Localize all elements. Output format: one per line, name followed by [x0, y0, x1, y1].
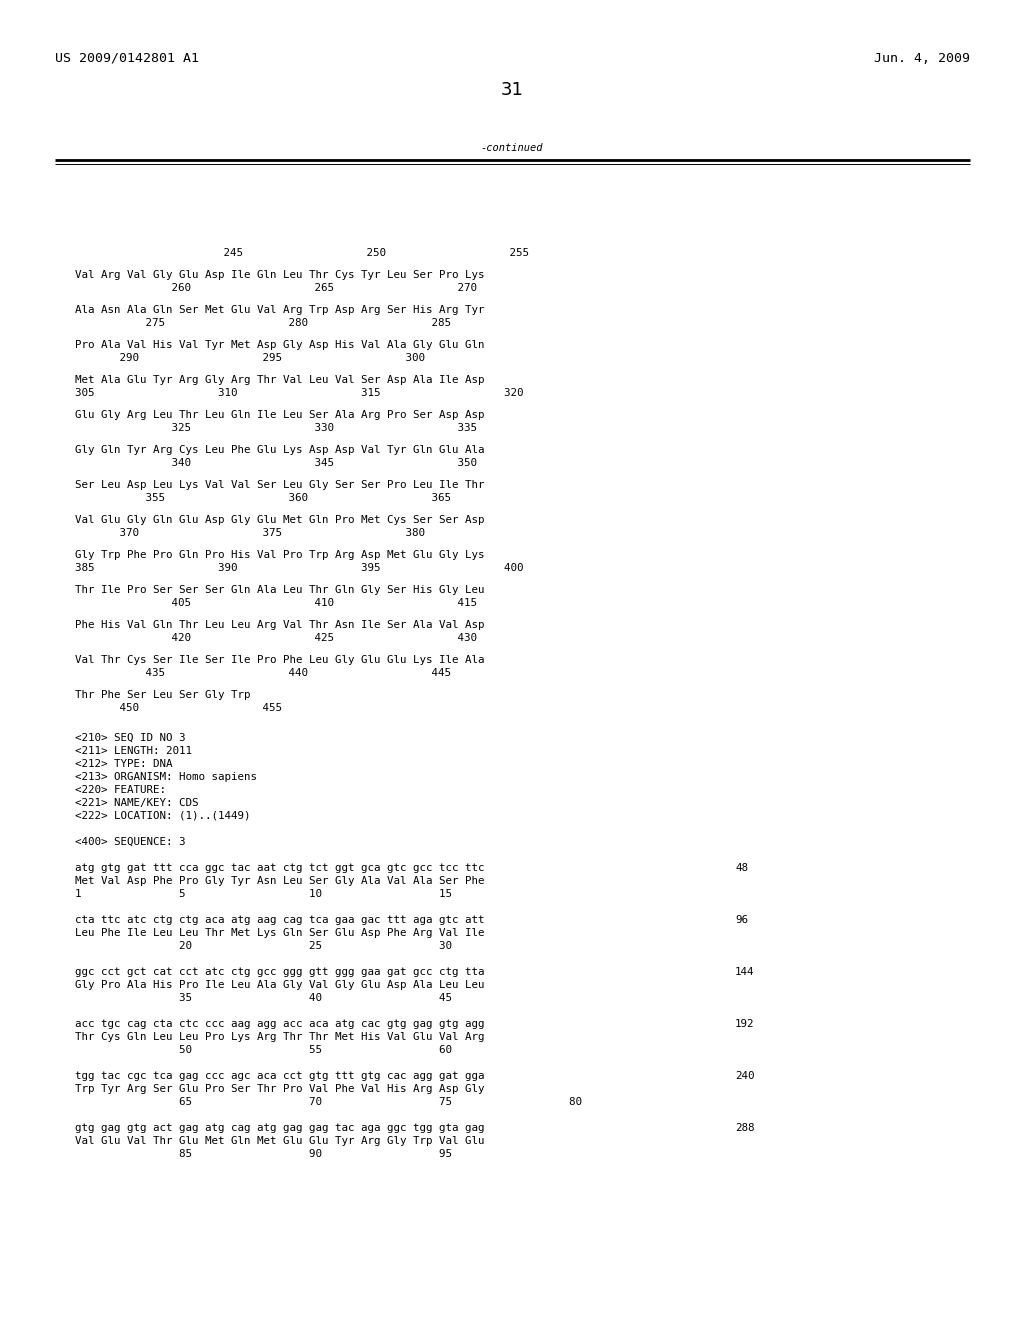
Text: 305                   310                   315                   320: 305 310 315 320	[75, 388, 523, 399]
Text: Jun. 4, 2009: Jun. 4, 2009	[874, 51, 970, 65]
Text: cta ttc atc ctg ctg aca atg aag cag tca gaa gac ttt aga gtc att: cta ttc atc ctg ctg aca atg aag cag tca …	[75, 915, 484, 925]
Text: 450                   455: 450 455	[100, 704, 282, 713]
Text: gtg gag gtg act gag atg cag atg gag gag tac aga ggc tgg gta gag: gtg gag gtg act gag atg cag atg gag gag …	[75, 1123, 484, 1133]
Text: 1               5                   10                  15: 1 5 10 15	[75, 888, 452, 899]
Text: 35                  40                  45: 35 40 45	[75, 993, 452, 1003]
Text: Thr Cys Gln Leu Leu Pro Lys Arg Thr Thr Met His Val Glu Val Arg: Thr Cys Gln Leu Leu Pro Lys Arg Thr Thr …	[75, 1032, 484, 1041]
Text: Gly Pro Ala His Pro Ile Leu Ala Gly Val Gly Glu Asp Ala Leu Leu: Gly Pro Ala His Pro Ile Leu Ala Gly Val …	[75, 979, 484, 990]
Text: <220> FEATURE:: <220> FEATURE:	[75, 785, 166, 795]
Text: <400> SEQUENCE: 3: <400> SEQUENCE: 3	[75, 837, 185, 847]
Text: Leu Phe Ile Leu Leu Thr Met Lys Gln Ser Glu Asp Phe Arg Val Ile: Leu Phe Ile Leu Leu Thr Met Lys Gln Ser …	[75, 928, 484, 939]
Text: 85                  90                  95: 85 90 95	[75, 1148, 452, 1159]
Text: Met Val Asp Phe Pro Gly Tyr Asn Leu Ser Gly Ala Val Ala Ser Phe: Met Val Asp Phe Pro Gly Tyr Asn Leu Ser …	[75, 876, 484, 886]
Text: 355                   360                   365: 355 360 365	[100, 492, 451, 503]
Text: <222> LOCATION: (1)..(1449): <222> LOCATION: (1)..(1449)	[75, 810, 251, 821]
Text: Val Glu Val Thr Glu Met Gln Met Glu Glu Tyr Arg Gly Trp Val Glu: Val Glu Val Thr Glu Met Gln Met Glu Glu …	[75, 1137, 484, 1146]
Text: 20                  25                  30: 20 25 30	[75, 941, 452, 950]
Text: 405                   410                   415: 405 410 415	[100, 598, 477, 609]
Text: 65                  70                  75                  80: 65 70 75 80	[75, 1097, 582, 1107]
Text: Glu Gly Arg Leu Thr Leu Gln Ile Leu Ser Ala Arg Pro Ser Asp Asp: Glu Gly Arg Leu Thr Leu Gln Ile Leu Ser …	[75, 411, 484, 420]
Text: 260                   265                   270: 260 265 270	[100, 282, 477, 293]
Text: 370                   375                   380: 370 375 380	[100, 528, 425, 539]
Text: 385                   390                   395                   400: 385 390 395 400	[75, 564, 523, 573]
Text: Thr Phe Ser Leu Ser Gly Trp: Thr Phe Ser Leu Ser Gly Trp	[75, 690, 251, 700]
Text: 420                   425                   430: 420 425 430	[100, 634, 477, 643]
Text: Gly Gln Tyr Arg Cys Leu Phe Glu Lys Asp Asp Val Tyr Gln Glu Ala: Gly Gln Tyr Arg Cys Leu Phe Glu Lys Asp …	[75, 445, 484, 455]
Text: Gly Trp Phe Pro Gln Pro His Val Pro Trp Arg Asp Met Glu Gly Lys: Gly Trp Phe Pro Gln Pro His Val Pro Trp …	[75, 550, 484, 560]
Text: acc tgc cag cta ctc ccc aag agg acc aca atg cac gtg gag gtg agg: acc tgc cag cta ctc ccc aag agg acc aca …	[75, 1019, 484, 1030]
Text: ggc cct gct cat cct atc ctg gcc ggg gtt ggg gaa gat gcc ctg tta: ggc cct gct cat cct atc ctg gcc ggg gtt …	[75, 968, 484, 977]
Text: 192: 192	[735, 1019, 755, 1030]
Text: 245                   250                   255: 245 250 255	[100, 248, 529, 257]
Text: tgg tac cgc tca gag ccc agc aca cct gtg ttt gtg cac agg gat gga: tgg tac cgc tca gag ccc agc aca cct gtg …	[75, 1071, 484, 1081]
Text: atg gtg gat ttt cca ggc tac aat ctg tct ggt gca gtc gcc tcc ttc: atg gtg gat ttt cca ggc tac aat ctg tct …	[75, 863, 484, 873]
Text: 290                   295                   300: 290 295 300	[100, 352, 425, 363]
Text: Ser Leu Asp Leu Lys Val Val Ser Leu Gly Ser Ser Pro Leu Ile Thr: Ser Leu Asp Leu Lys Val Val Ser Leu Gly …	[75, 480, 484, 490]
Text: 48: 48	[735, 863, 748, 873]
Text: Val Thr Cys Ser Ile Ser Ile Pro Phe Leu Gly Glu Glu Lys Ile Ala: Val Thr Cys Ser Ile Ser Ile Pro Phe Leu …	[75, 655, 484, 665]
Text: <212> TYPE: DNA: <212> TYPE: DNA	[75, 759, 172, 770]
Text: 340                   345                   350: 340 345 350	[100, 458, 477, 469]
Text: Ala Asn Ala Gln Ser Met Glu Val Arg Trp Asp Arg Ser His Arg Tyr: Ala Asn Ala Gln Ser Met Glu Val Arg Trp …	[75, 305, 484, 315]
Text: -continued: -continued	[480, 143, 544, 153]
Text: <213> ORGANISM: Homo sapiens: <213> ORGANISM: Homo sapiens	[75, 772, 257, 781]
Text: 31: 31	[501, 81, 523, 99]
Text: Val Glu Gly Gln Glu Asp Gly Glu Met Gln Pro Met Cys Ser Ser Asp: Val Glu Gly Gln Glu Asp Gly Glu Met Gln …	[75, 515, 484, 525]
Text: 325                   330                   335: 325 330 335	[100, 422, 477, 433]
Text: US 2009/0142801 A1: US 2009/0142801 A1	[55, 51, 199, 65]
Text: 288: 288	[735, 1123, 755, 1133]
Text: <210> SEQ ID NO 3: <210> SEQ ID NO 3	[75, 733, 185, 743]
Text: 275                   280                   285: 275 280 285	[100, 318, 451, 327]
Text: Pro Ala Val His Val Tyr Met Asp Gly Asp His Val Ala Gly Glu Gln: Pro Ala Val His Val Tyr Met Asp Gly Asp …	[75, 341, 484, 350]
Text: 240: 240	[735, 1071, 755, 1081]
Text: 50                  55                  60: 50 55 60	[75, 1045, 452, 1055]
Text: 96: 96	[735, 915, 748, 925]
Text: Phe His Val Gln Thr Leu Leu Arg Val Thr Asn Ile Ser Ala Val Asp: Phe His Val Gln Thr Leu Leu Arg Val Thr …	[75, 620, 484, 630]
Text: 144: 144	[735, 968, 755, 977]
Text: Val Arg Val Gly Glu Asp Ile Gln Leu Thr Cys Tyr Leu Ser Pro Lys: Val Arg Val Gly Glu Asp Ile Gln Leu Thr …	[75, 271, 484, 280]
Text: <211> LENGTH: 2011: <211> LENGTH: 2011	[75, 746, 193, 756]
Text: Thr Ile Pro Ser Ser Ser Gln Ala Leu Thr Gln Gly Ser His Gly Leu: Thr Ile Pro Ser Ser Ser Gln Ala Leu Thr …	[75, 585, 484, 595]
Text: Trp Tyr Arg Ser Glu Pro Ser Thr Pro Val Phe Val His Arg Asp Gly: Trp Tyr Arg Ser Glu Pro Ser Thr Pro Val …	[75, 1084, 484, 1094]
Text: Met Ala Glu Tyr Arg Gly Arg Thr Val Leu Val Ser Asp Ala Ile Asp: Met Ala Glu Tyr Arg Gly Arg Thr Val Leu …	[75, 375, 484, 385]
Text: <221> NAME/KEY: CDS: <221> NAME/KEY: CDS	[75, 799, 199, 808]
Text: 435                   440                   445: 435 440 445	[100, 668, 451, 678]
